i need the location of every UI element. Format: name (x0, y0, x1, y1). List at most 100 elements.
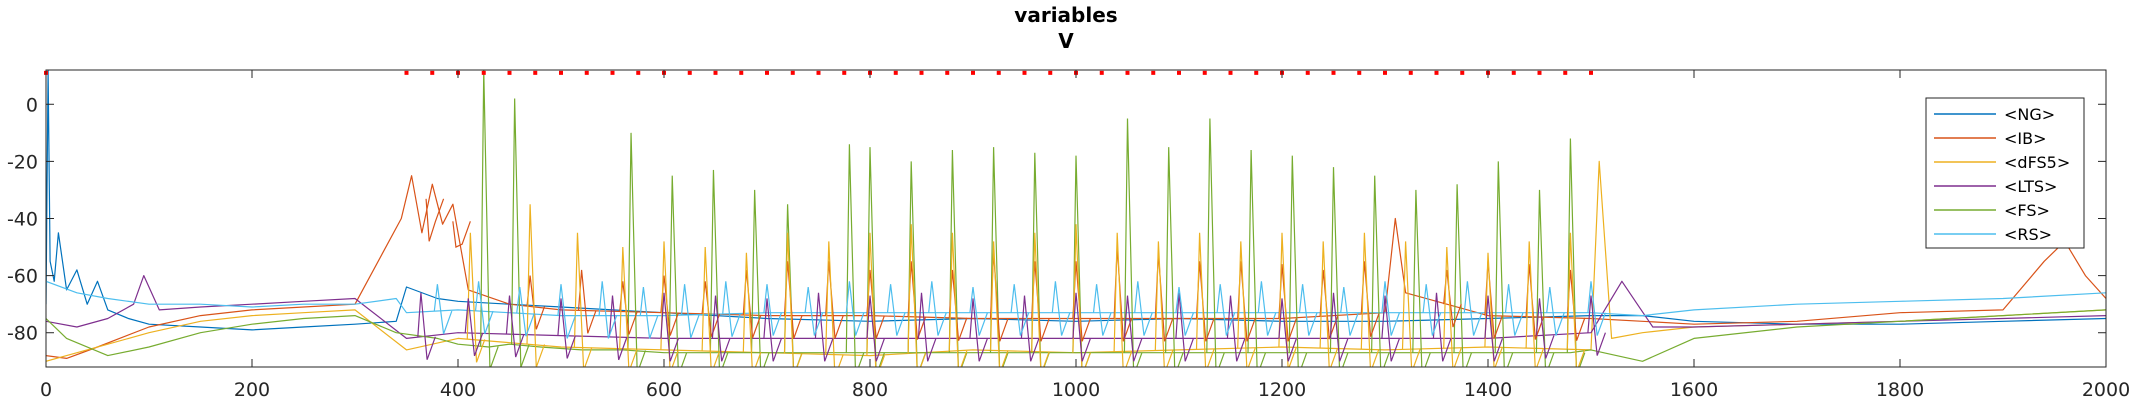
spike-2-15 (1113, 232, 1133, 367)
spike-3-22 (1535, 298, 1555, 359)
x-tick-label-4: 800 (852, 379, 888, 400)
x-tick-label-0: 0 (40, 379, 52, 400)
event-marker-18 (842, 70, 847, 75)
spike-2-8 (825, 241, 844, 367)
legend-label-0: <NG> (2004, 105, 2055, 124)
spike-2-16 (1154, 241, 1174, 367)
spike-2-20 (1319, 241, 1339, 367)
event-marker-7 (559, 70, 563, 75)
event-marker-13 (713, 70, 718, 75)
series-lines (46, 70, 2106, 367)
event-marker-45 (1537, 70, 1542, 75)
spike-3-9 (866, 295, 885, 362)
spike-2-11 (948, 232, 968, 367)
spike-3-23 (1587, 295, 1606, 356)
y-tick-label-1: -20 (7, 151, 38, 173)
spike-3-10 (917, 292, 937, 362)
spike-0-1 (510, 98, 530, 367)
spike-4-21 (1298, 284, 1318, 336)
event-marker-36 (1305, 70, 1310, 75)
spike-3-14 (1123, 295, 1143, 362)
event-marker-12 (687, 70, 692, 75)
event-marker-28 (1099, 70, 1104, 75)
event-marker-5 (507, 70, 512, 75)
spike-4-6 (680, 284, 700, 339)
spike-2-23 (1443, 247, 1462, 367)
spike-4-12 (928, 281, 947, 336)
spike-4-0 (433, 284, 453, 335)
series-line-4 (46, 309, 2106, 362)
event-marker-46 (1563, 70, 1568, 75)
spike-0-3 (668, 175, 688, 367)
spike-0-14 (1123, 118, 1143, 367)
legend-label-2: <dFS5> (2004, 153, 2070, 172)
spike-3-20 (1432, 292, 1452, 362)
spike-1-0 (425, 198, 445, 242)
spike-3-21 (1484, 295, 1503, 362)
spike-3-4 (608, 295, 628, 361)
spike-0-19 (1329, 167, 1349, 367)
spike-4-14 (1010, 284, 1030, 336)
spike-3-16 (1226, 295, 1246, 362)
x-tick-label-1: 200 (234, 379, 270, 400)
spike-0-17 (1247, 149, 1267, 367)
spike-3-6 (711, 295, 731, 362)
event-marker-33 (1228, 70, 1233, 75)
x-tick-label-5: 1000 (1052, 379, 1100, 400)
series-line-2 (46, 160, 2106, 362)
spike-2-13 (1031, 232, 1050, 367)
spike-4-19 (1216, 284, 1236, 336)
spike-2-3 (619, 247, 638, 367)
spike-0-15 (1165, 147, 1184, 367)
spike-4-20 (1257, 281, 1277, 336)
spike-0-11 (989, 147, 1009, 367)
spike-4-22 (1340, 286, 1359, 336)
series-line-1 (46, 175, 2106, 359)
spike-0-25 (1566, 138, 1586, 367)
spike-4-11 (886, 284, 906, 336)
spike-0-0 (480, 70, 499, 367)
spike-4-2 (516, 286, 535, 337)
series-line-5 (46, 280, 2106, 317)
spike-0-23 (1494, 161, 1514, 367)
spike-2-12 (989, 241, 1009, 367)
legend-box (1925, 97, 2085, 249)
spike-4-8 (763, 284, 782, 336)
event-marker-15 (765, 70, 769, 75)
spike-2-26 (1566, 232, 1586, 367)
event-marker-42 (1460, 70, 1465, 75)
legend: <NG> <IB> <dFS5> <LTS> <FS> <RS> (1925, 97, 2085, 249)
spike-0-21 (1412, 189, 1431, 367)
spike-4-24 (1422, 284, 1442, 336)
spike-2-2 (573, 232, 593, 367)
spike-2-22 (1401, 241, 1421, 367)
spike-3-13 (1072, 292, 1091, 362)
spike-3-7 (763, 298, 782, 362)
series-line-3 (46, 275, 2106, 339)
event-marker-38 (1357, 70, 1362, 75)
x-tick-label-7: 1400 (1464, 379, 1512, 400)
event-marker-30 (1151, 70, 1156, 75)
spike-2-4 (660, 241, 679, 367)
spike-0-8 (866, 147, 885, 367)
event-marker-17 (816, 70, 821, 75)
y-tick-label-4: -80 (7, 323, 38, 345)
spike-2-14 (1072, 224, 1091, 367)
spike-2-21 (1360, 232, 1380, 367)
spike-0-4 (709, 169, 729, 367)
event-marker-40 (1408, 70, 1413, 75)
spike-4-3 (557, 284, 576, 339)
event-marker-14 (739, 70, 744, 75)
spike-2-1 (526, 204, 546, 367)
event-marker-9 (610, 70, 615, 75)
event-marker-24 (996, 70, 1001, 75)
spike-0-2 (627, 132, 647, 367)
event-marker-8 (584, 70, 589, 75)
x-tick-label-9: 1800 (1876, 379, 1924, 400)
spike-3-5 (660, 292, 679, 362)
spike-3-12 (1020, 295, 1040, 362)
chart-title: variables (1014, 3, 1117, 27)
event-marker-20 (893, 70, 898, 75)
spike-1-1 (452, 221, 471, 248)
